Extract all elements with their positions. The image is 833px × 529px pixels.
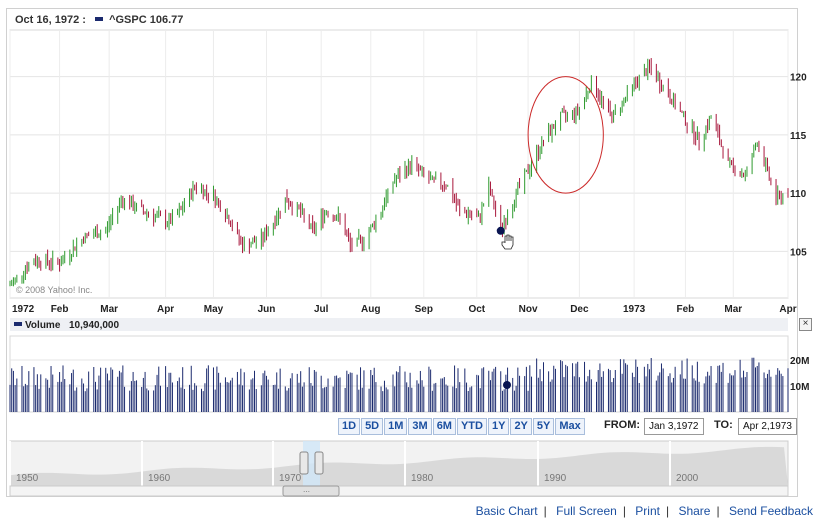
copyright-watermark: © 2008 Yahoo! Inc. — [16, 285, 92, 295]
x-tick-label: 1973 — [623, 304, 646, 315]
overview-scrollbar[interactable] — [9, 485, 789, 497]
x-tick-label: Apr — [779, 304, 796, 315]
volume-value: 10,940,000 — [69, 320, 119, 331]
x-tick-label: Sep — [415, 304, 433, 315]
x-tick-label: Jul — [314, 304, 329, 315]
chart-header: Oct 16, 1972 : ^GSPC 106.77 — [15, 14, 183, 26]
send-feedback-link[interactable]: Send Feedback — [728, 504, 813, 518]
to-label: TO: — [714, 419, 733, 431]
footer-separator: | — [716, 504, 720, 518]
y-tick-label: 115 — [790, 131, 807, 142]
y-tick-label: 120 — [790, 73, 807, 84]
to-date-input[interactable]: Apr 2,1973 — [738, 418, 797, 435]
x-tick-label: 1972 — [12, 304, 35, 315]
selection-right-handle[interactable] — [314, 451, 324, 475]
x-tick-label: Feb — [51, 304, 69, 315]
x-tick-label: Mar — [100, 304, 118, 315]
overview-decade-label: 1990 — [544, 473, 567, 484]
header-date: Oct 16, 1972 : — [15, 14, 86, 26]
full-screen-link[interactable]: Full Screen — [556, 504, 617, 518]
cursor-dot — [496, 226, 505, 235]
range-6m-button[interactable]: 6M — [432, 418, 456, 435]
footer-separator: | — [543, 504, 547, 518]
selection-left-handle[interactable] — [299, 451, 309, 475]
share-link[interactable]: Share — [678, 504, 711, 518]
range-3m-button[interactable]: 3M — [408, 418, 432, 435]
y-tick-label: 110 — [790, 189, 807, 200]
hand-cursor-icon — [501, 234, 514, 250]
footer-separator: | — [622, 504, 626, 518]
x-tick-label: Jun — [258, 304, 276, 315]
x-tick-label: Feb — [677, 304, 695, 315]
range-1m-button[interactable]: 1M — [384, 418, 408, 435]
header-value: 106.77 — [149, 14, 184, 26]
range-1y-button[interactable]: 1Y — [487, 418, 510, 435]
range-2y-button[interactable]: 2Y — [510, 418, 532, 435]
x-tick-label: Aug — [361, 304, 380, 315]
from-label: FROM: — [604, 419, 641, 431]
x-tick-label: Oct — [468, 304, 485, 315]
from-date-input[interactable]: Jan 3,1972 — [644, 418, 704, 435]
range-5y-button[interactable]: 5Y — [532, 418, 555, 435]
overview-decade-label: 1950 — [16, 473, 39, 484]
volume-header-bar — [10, 318, 788, 331]
y-tick-label: 105 — [790, 247, 807, 258]
volume-label: Volume — [25, 320, 61, 331]
footer-separator: | — [665, 504, 670, 518]
basic-chart-link[interactable]: Basic Chart — [475, 504, 538, 518]
close-volume-icon[interactable]: × — [799, 318, 812, 331]
x-tick-label: May — [204, 304, 224, 315]
volume-cursor-dot — [503, 381, 511, 389]
price-plot-area — [9, 29, 789, 299]
x-tick-label: Apr — [157, 304, 174, 315]
x-tick-label: Nov — [519, 304, 538, 315]
header-symbol: ^GSPC — [109, 14, 147, 26]
range-max-button[interactable]: Max — [555, 418, 585, 435]
scrollbar-grip: ⋯ — [303, 489, 310, 496]
volume-tick-10m: 10M — [790, 382, 809, 393]
x-tick-label: Dec — [570, 304, 589, 315]
overview-decade-label: 1960 — [148, 473, 171, 484]
volume-tick-20m: 20M — [790, 356, 809, 367]
annotation-ellipse — [527, 76, 604, 194]
overview-decade-label: 1980 — [411, 473, 434, 484]
range-5d-button[interactable]: 5D — [361, 418, 384, 435]
range-ytd-button[interactable]: YTD — [456, 418, 487, 435]
print-link[interactable]: Print — [635, 504, 660, 518]
overview-decade-label: 1970 — [279, 473, 302, 484]
volume-swatch — [14, 322, 22, 326]
series-swatch — [95, 17, 103, 22]
footer-links: Basic Chart | Full Screen | Print | Share | … — [476, 504, 813, 518]
x-tick-label: Mar — [724, 304, 742, 315]
range-1d-button[interactable]: 1D — [338, 418, 361, 435]
overview-area — [10, 446, 788, 486]
range-buttons: 1D 5D 1M 3M 6M YTD 1Y 2Y 5Y Max — [338, 418, 585, 435]
scrollbar-thumb[interactable] — [282, 485, 340, 497]
overview-decade-label: 2000 — [676, 473, 699, 484]
